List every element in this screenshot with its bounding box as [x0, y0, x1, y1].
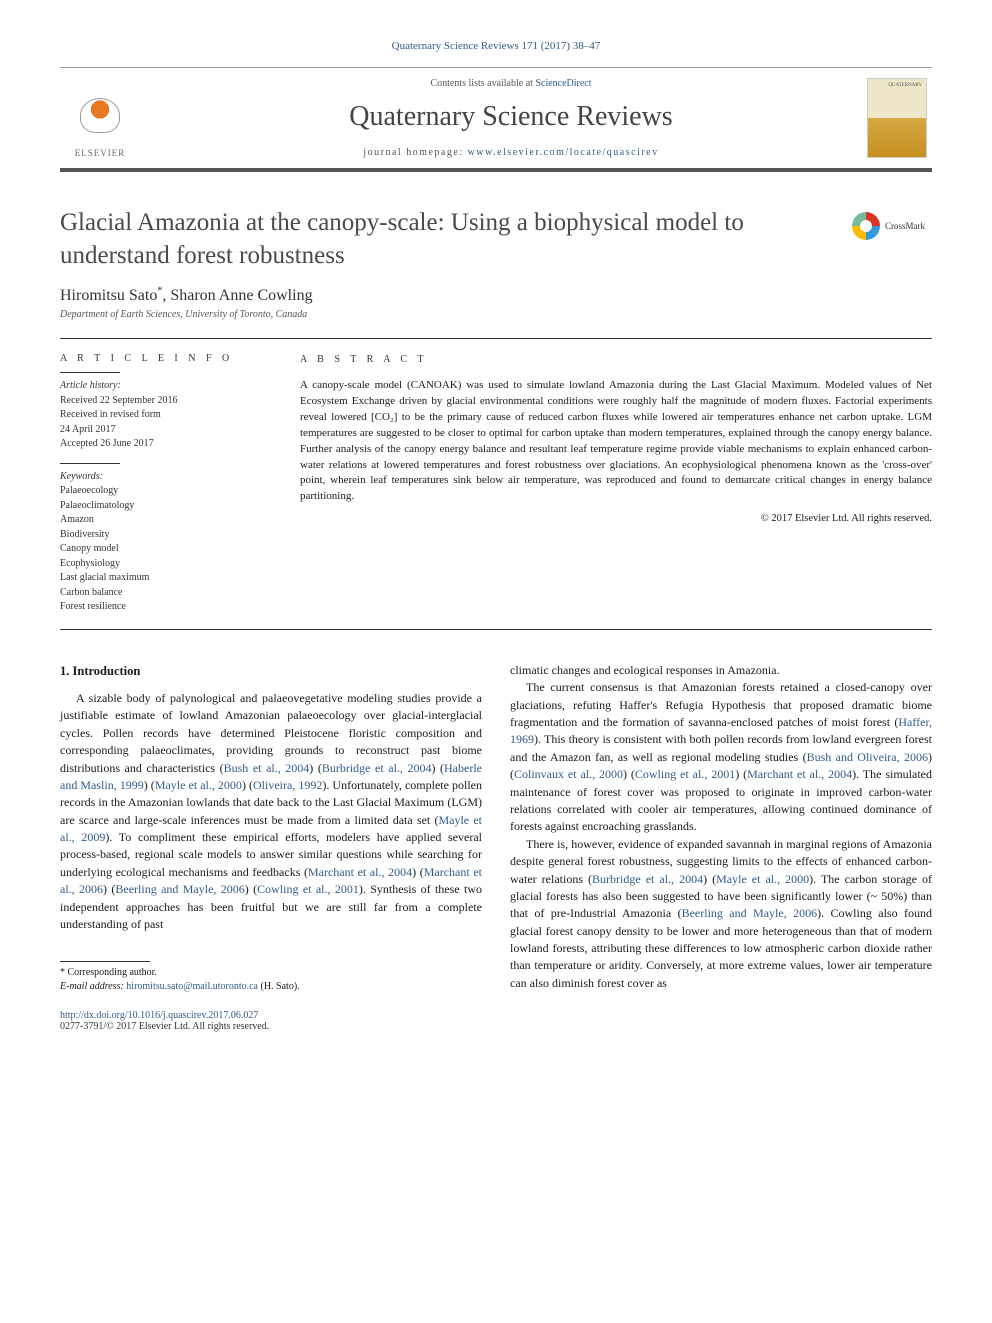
citation-link[interactable]: Cowling et al., 2001 [635, 767, 735, 781]
masthead-center: Contents lists available at ScienceDirec… [155, 78, 867, 158]
history-item: Received 22 September 2016 [60, 394, 260, 409]
email-label: E-mail address: [60, 981, 126, 992]
paragraph: The current consensus is that Amazonian … [510, 679, 932, 836]
email-line: E-mail address: hiromitsu.sato@mail.utor… [60, 980, 482, 994]
citation-link[interactable]: Marchant et al., 2004 [747, 767, 852, 781]
homepage-line: journal homepage: www.elsevier.com/locat… [155, 147, 867, 158]
sciencedirect-link[interactable]: ScienceDirect [535, 78, 591, 89]
body-columns: 1. Introduction A sizable body of palyno… [60, 662, 932, 995]
keyword: Palaeoclimatology [60, 499, 260, 514]
citation-link[interactable]: Beerling and Mayle, 2006 [682, 906, 818, 920]
citation-link[interactable]: Beerling and Mayle, 2006 [115, 882, 244, 896]
abstract-text: A canopy-scale model (CANOAK) was used t… [300, 378, 932, 506]
contents-prefix: Contents lists available at [430, 78, 535, 89]
abstract-copyright: © 2017 Elsevier Ltd. All rights reserved… [300, 511, 932, 526]
homepage-link[interactable]: www.elsevier.com/locate/quascirev [468, 147, 659, 158]
affiliation: Department of Earth Sciences, University… [60, 309, 932, 320]
journal-cover-thumb[interactable] [867, 78, 927, 158]
doi-link[interactable]: http://dx.doi.org/10.1016/j.quascirev.20… [60, 1010, 258, 1021]
paragraph-continuation: climatic changes and ecological response… [510, 662, 932, 679]
author-list: Hiromitsu Sato*, Sharon Anne Cowling [60, 287, 313, 304]
footnote-rule [60, 961, 150, 962]
citation-link[interactable]: Colinvaux et al., 2000 [514, 767, 623, 781]
citation-link[interactable]: Bush et al., 2004 [224, 761, 310, 775]
keyword: Forest resilience [60, 600, 260, 615]
page-footer: http://dx.doi.org/10.1016/j.quascirev.20… [60, 1010, 932, 1032]
abstract-col: A B S T R A C T A canopy-scale model (CA… [300, 353, 932, 615]
journal-name: Quaternary Science Reviews [155, 101, 867, 133]
keyword: Biodiversity [60, 528, 260, 543]
paper-title: Glacial Amazonia at the canopy-scale: Us… [60, 207, 837, 272]
elsevier-label: ELSEVIER [75, 148, 126, 158]
citation-link[interactable]: Mayle et al., 2000 [155, 778, 242, 792]
citation-link[interactable]: Bush and Oliveira, 2006 [807, 750, 928, 764]
paragraph: There is, however, evidence of expanded … [510, 836, 932, 993]
article-info-heading: A R T I C L E I N F O [60, 353, 260, 364]
column-right: climatic changes and ecological response… [510, 662, 932, 995]
contents-line: Contents lists available at ScienceDirec… [155, 78, 867, 89]
article-info-rule [60, 372, 120, 373]
history-item: 24 April 2017 [60, 423, 260, 438]
citation-link[interactable]: Mayle et al., 2000 [716, 872, 809, 886]
keyword: Carbon balance [60, 586, 260, 601]
citation-link[interactable]: Burbridge et al., 2004 [322, 761, 432, 775]
keyword: Amazon [60, 513, 260, 528]
corresponding-author: * Corresponding author. [60, 966, 482, 980]
keywords-block: Keywords: Palaeoecology Palaeoclimatolog… [60, 470, 260, 615]
keywords-label: Keywords: [60, 470, 260, 485]
crossmark-icon [852, 212, 880, 240]
crossmark-badge[interactable]: CrossMark [852, 212, 932, 240]
rule-top [60, 338, 932, 339]
homepage-prefix: journal homepage: [363, 147, 467, 158]
masthead: ELSEVIER Contents lists available at Sci… [60, 67, 932, 172]
keywords-rule [60, 463, 120, 464]
history-label: Article history: [60, 379, 260, 394]
abstract-heading: A B S T R A C T [300, 353, 932, 368]
keyword: Last glacial maximum [60, 571, 260, 586]
issn-line: 0277-3791/© 2017 Elsevier Ltd. All right… [60, 1021, 932, 1032]
history-item: Received in revised form [60, 408, 260, 423]
keyword: Palaeoecology [60, 484, 260, 499]
keyword: Ecophysiology [60, 557, 260, 572]
citation-link[interactable]: Burbridge et al., 2004 [592, 872, 703, 886]
elsevier-logo[interactable]: ELSEVIER [65, 78, 135, 158]
citation-link[interactable]: Oliveira, 1992 [253, 778, 322, 792]
elsevier-tree-icon [75, 93, 125, 148]
citation-link[interactable]: Cowling et al., 2001 [257, 882, 359, 896]
rule-bottom [60, 629, 932, 630]
paragraph: A sizable body of palynological and pala… [60, 690, 482, 933]
footnotes: * Corresponding author. E-mail address: … [60, 966, 482, 994]
article-history: Article history: Received 22 September 2… [60, 379, 260, 452]
crossmark-label: CrossMark [885, 221, 925, 231]
email-link[interactable]: hiromitsu.sato@mail.utoronto.ca [126, 981, 258, 992]
citation-link[interactable]: Marchant et al., 2004 [308, 865, 412, 879]
article-info-col: A R T I C L E I N F O Article history: R… [60, 353, 260, 615]
top-citation: Quaternary Science Reviews 171 (2017) 38… [60, 40, 932, 52]
keyword: Canopy model [60, 542, 260, 557]
email-suffix: (H. Sato). [258, 981, 300, 992]
section-heading: 1. Introduction [60, 662, 482, 680]
column-left: 1. Introduction A sizable body of palyno… [60, 662, 482, 995]
authors: Hiromitsu Sato*, Sharon Anne Cowling [60, 286, 932, 305]
history-item: Accepted 26 June 2017 [60, 437, 260, 452]
